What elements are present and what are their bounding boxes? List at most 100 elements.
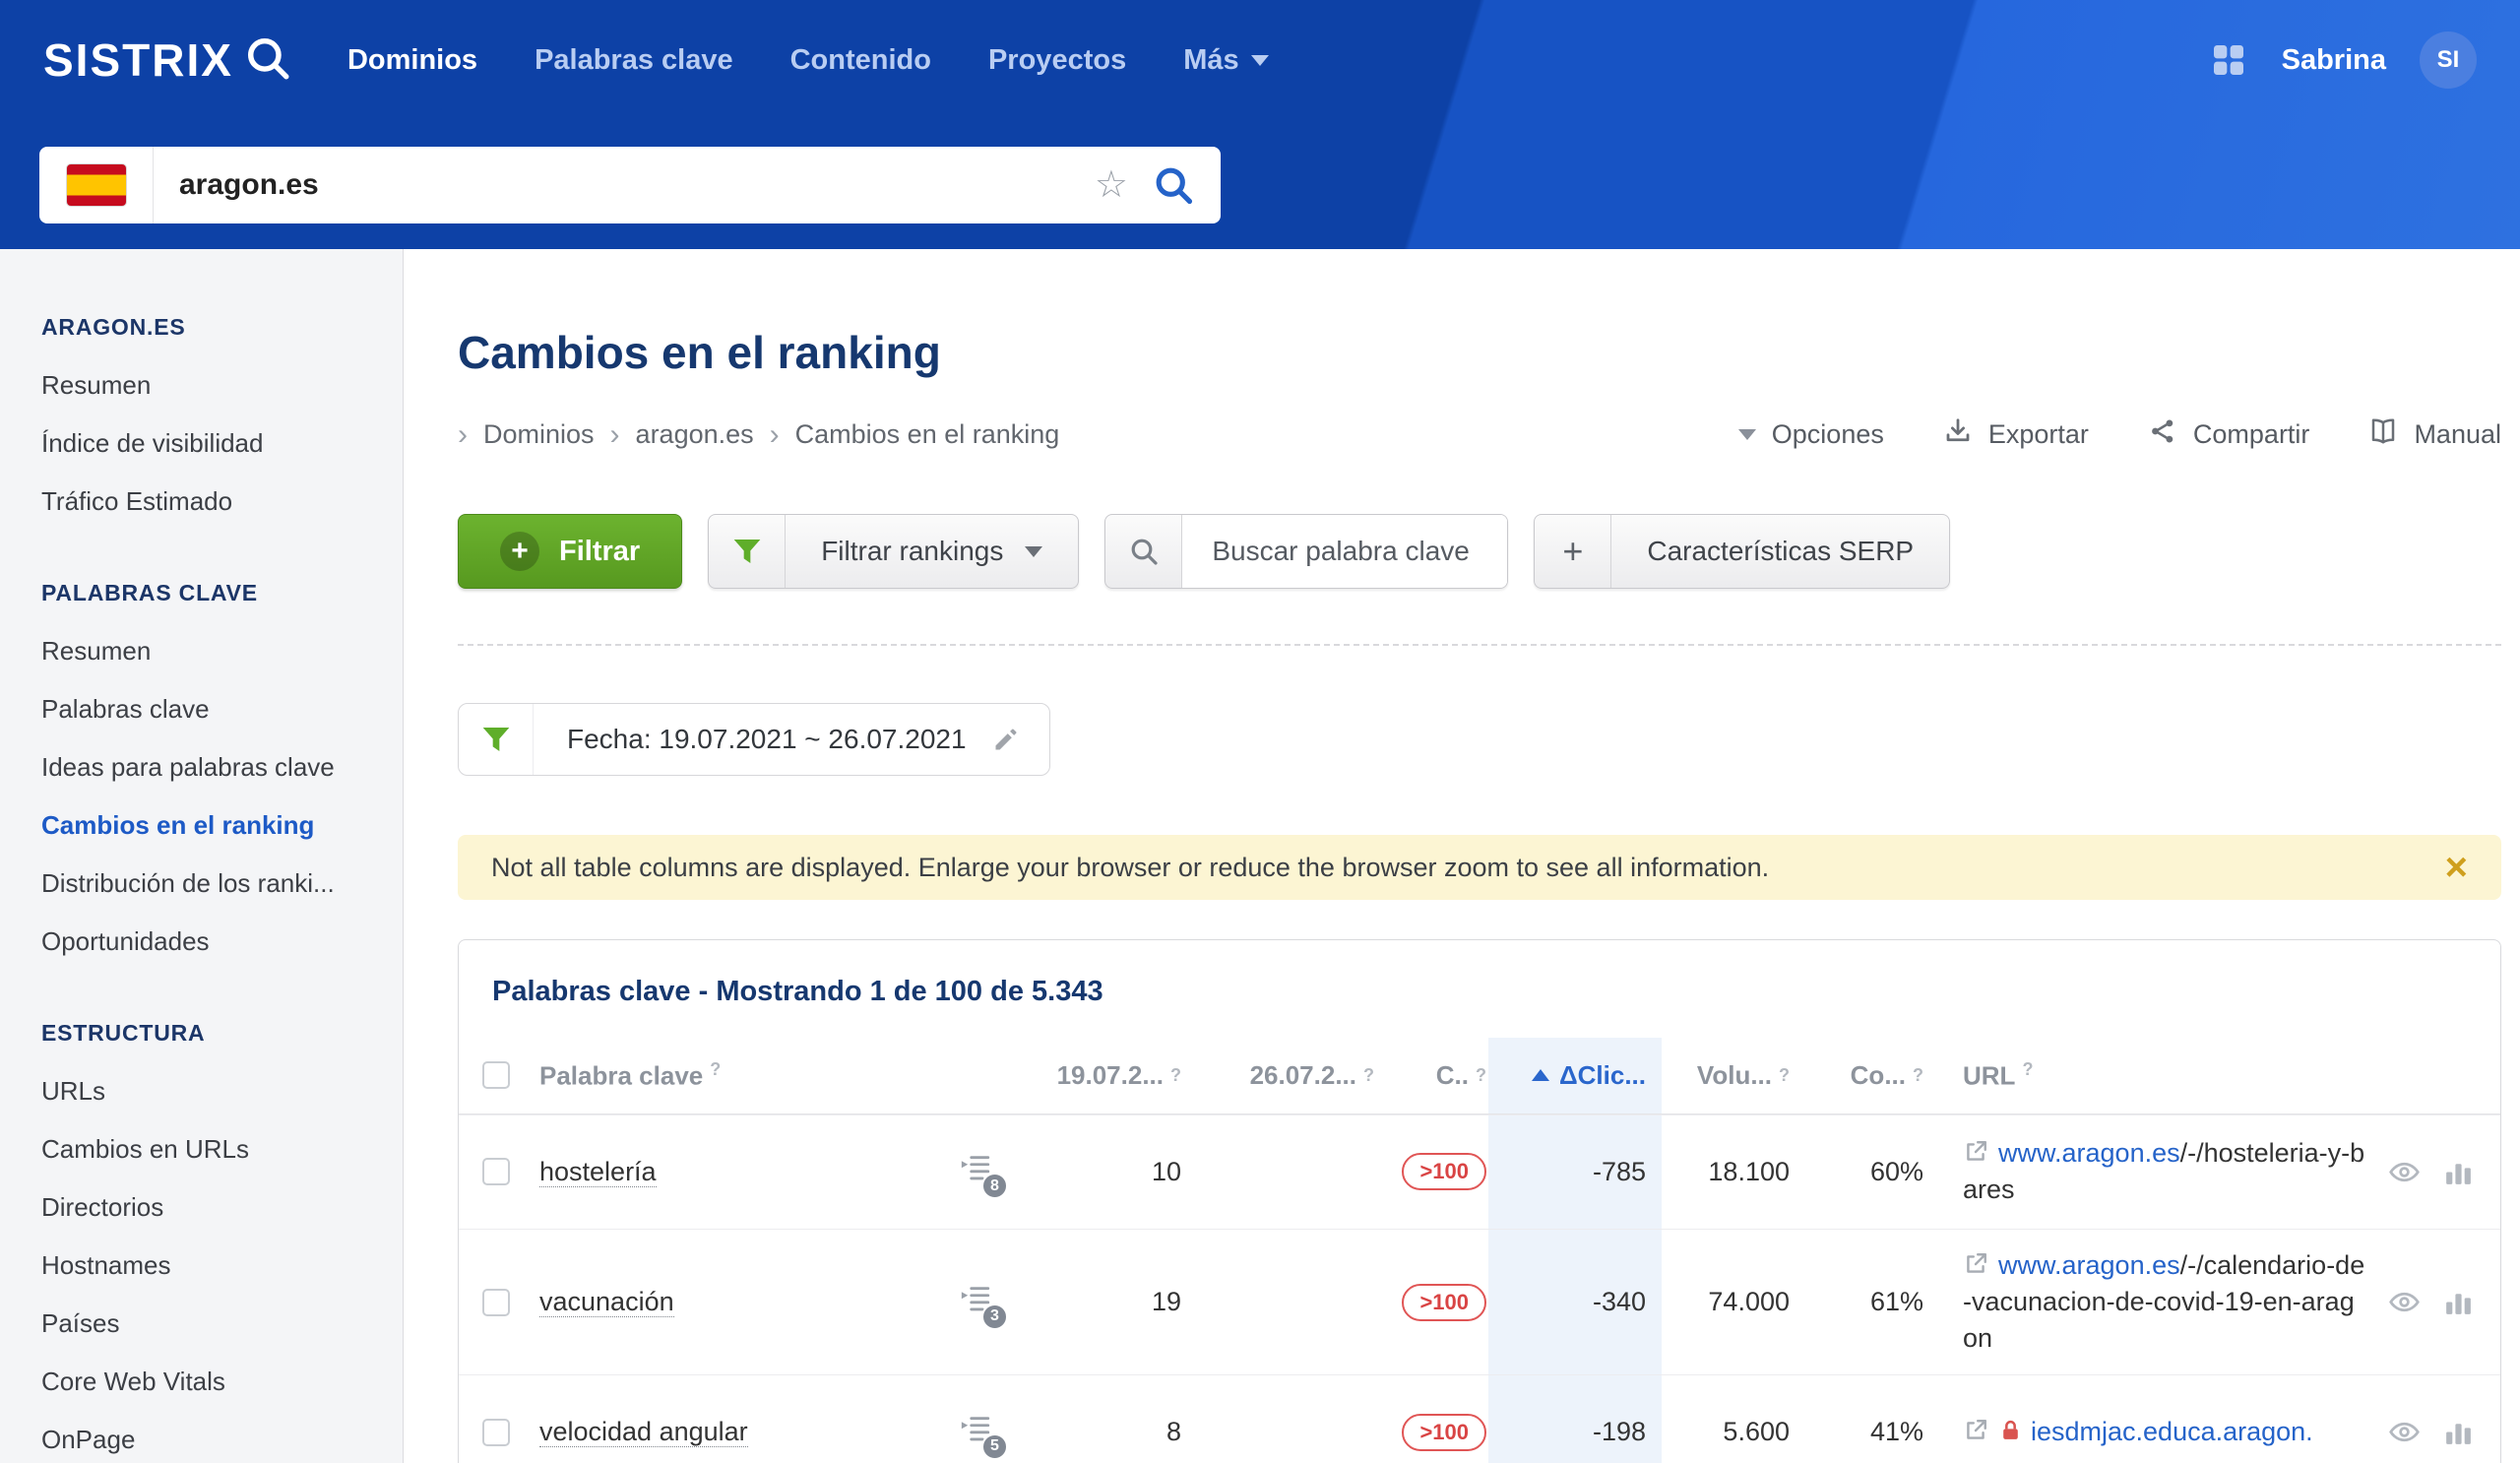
sidebar-item-resumen-dominio[interactable]: Resumen: [41, 370, 152, 400]
domain-search-row: ☆: [0, 120, 2520, 249]
url-domain-link[interactable]: www.aragon.es: [1998, 1137, 2180, 1168]
help-icon[interactable]: ?: [2022, 1059, 2034, 1079]
search-volume: 74.000: [1708, 1287, 1790, 1317]
search-icon: [1105, 515, 1183, 588]
help-icon[interactable]: ?: [710, 1059, 722, 1079]
change-pill: >100: [1402, 1413, 1486, 1451]
page-toolbar: Opciones Exportar Compartir: [1737, 416, 2501, 453]
sidebar-item-cambios-ranking[interactable]: Cambios en el ranking: [41, 810, 315, 840]
filter-rankings-dropdown[interactable]: Filtrar rankings: [708, 514, 1080, 589]
search-submit-icon[interactable]: [1152, 163, 1195, 207]
serp-snapshot-icon[interactable]: 8: [959, 1152, 1008, 1200]
spain-flag-icon: [65, 162, 127, 207]
sidebar-item-onpage[interactable]: OnPage: [41, 1425, 136, 1454]
sidebar-item-resumen-keywords[interactable]: Resumen: [41, 636, 152, 666]
sidebar-item-oportunidades[interactable]: Oportunidades: [41, 926, 210, 956]
eye-icon[interactable]: [2388, 1286, 2421, 1318]
sidebar-item-ideas-palabras-clave[interactable]: Ideas para palabras clave: [41, 752, 335, 782]
row-checkbox[interactable]: [482, 1288, 510, 1316]
sistrix-logo[interactable]: SISTRIX: [43, 33, 292, 88]
breadcrumb-dominios[interactable]: Dominios: [483, 419, 595, 449]
breadcrumb-domain[interactable]: aragon.es: [635, 419, 754, 449]
sidebar-item-paises[interactable]: Países: [41, 1308, 120, 1338]
options-button[interactable]: Opciones: [1737, 419, 1884, 450]
keyword-link[interactable]: vacunación: [539, 1287, 674, 1318]
nav-palabras-clave[interactable]: Palabras clave: [535, 43, 733, 76]
sidebar-item-palabras-clave[interactable]: Palabras clave: [41, 694, 210, 724]
help-icon[interactable]: ?: [1170, 1064, 1181, 1085]
external-link-icon: [1967, 1252, 1986, 1273]
sidebar-item-cambios-urls[interactable]: Cambios en URLs: [41, 1134, 249, 1164]
competition: 60%: [1869, 1156, 1923, 1186]
select-all-checkbox[interactable]: [482, 1061, 510, 1090]
nav-dominios[interactable]: Dominios: [346, 43, 478, 76]
competition: 41%: [1869, 1417, 1923, 1447]
sidebar-item-urls[interactable]: URLs: [41, 1076, 106, 1106]
col-header-url[interactable]: URL?: [1963, 1059, 2034, 1091]
sidebar-item-trafico-estimado[interactable]: Tráfico Estimado: [41, 486, 233, 516]
col-header-delta-clicks[interactable]: ΔClic...: [1488, 1038, 1662, 1113]
delta-clicks: -340: [1488, 1229, 1662, 1375]
url-domain-link[interactable]: iesdmjac.educa.aragon.: [2031, 1417, 2313, 1447]
top-navigation: SISTRIX Dominios Palabras clave Contenid…: [0, 0, 2520, 120]
eye-icon[interactable]: [2388, 1416, 2421, 1448]
help-icon[interactable]: ?: [1476, 1064, 1486, 1085]
url-cell: www.aragon.es/-/calendario-de-vacunacion…: [1949, 1230, 2376, 1375]
col-header-competition[interactable]: Co...?: [1850, 1059, 1923, 1090]
page-title: Cambios en el ranking: [458, 327, 941, 378]
keyword-link[interactable]: velocidad angular: [539, 1417, 748, 1448]
avatar[interactable]: SI: [2420, 32, 2477, 89]
edit-pencil-icon[interactable]: [992, 704, 1049, 775]
serp-count-badge: 3: [981, 1303, 1008, 1330]
row-checkbox[interactable]: [482, 1158, 510, 1186]
sidebar-item-directorios[interactable]: Directorios: [41, 1192, 164, 1222]
favorite-star-icon[interactable]: ☆: [1094, 163, 1128, 206]
url-path[interactable]: /-/calendario-de-vacunacion-de-covid-19-…: [1963, 1249, 2365, 1354]
nav-mas[interactable]: Más: [1183, 44, 1269, 77]
col-header-change[interactable]: C..?: [1435, 1059, 1486, 1090]
country-selector[interactable]: [39, 146, 154, 223]
help-icon[interactable]: ?: [1779, 1064, 1790, 1085]
filter-bar: + Filtrar Filtrar rankings: [458, 514, 2501, 589]
main-content: Cambios en el ranking › Dominios › arago…: [404, 326, 2520, 1463]
domain-search-input[interactable]: [154, 167, 1095, 202]
sidebar-item-distribucion-rankings[interactable]: Distribución de los ranki...: [41, 868, 335, 898]
col-header-volume[interactable]: Volu...?: [1696, 1059, 1790, 1090]
chart-icon[interactable]: [2442, 1156, 2475, 1188]
serp-snapshot-icon[interactable]: 3: [959, 1283, 1008, 1330]
sidebar-item-core-web-vitals[interactable]: Core Web Vitals: [41, 1367, 225, 1396]
serp-features-button[interactable]: + Características SERP: [1534, 514, 1951, 589]
serp-snapshot-icon[interactable]: 5: [959, 1413, 1008, 1460]
sidebar-item-indice-visibilidad[interactable]: Índice de visibilidad: [41, 428, 264, 458]
url-cell: www.aragon.es/-/hosteleria-y-bares: [1949, 1117, 2376, 1227]
main-nav: Dominios Palabras clave Contenido Proyec…: [347, 44, 1269, 77]
share-button[interactable]: Compartir: [2148, 416, 2309, 453]
eye-icon[interactable]: [2388, 1156, 2421, 1188]
filter-button[interactable]: + Filtrar: [458, 514, 683, 589]
keyword-search-input[interactable]: [1182, 536, 1508, 567]
apps-grid-icon[interactable]: [2209, 40, 2248, 80]
nav-contenido[interactable]: Contenido: [789, 43, 931, 76]
close-icon[interactable]: ×: [2444, 846, 2468, 889]
sidebar-section-estructura: ESTRUCTURA: [41, 1020, 206, 1046]
sidebar-item-hostnames[interactable]: Hostnames: [41, 1250, 171, 1280]
help-icon[interactable]: ?: [1363, 1064, 1374, 1085]
row-checkbox[interactable]: [482, 1418, 510, 1446]
help-icon[interactable]: ?: [1913, 1064, 1923, 1085]
domain-search-bar: ☆: [39, 146, 1221, 223]
chart-icon[interactable]: [2442, 1416, 2475, 1448]
chart-icon[interactable]: [2442, 1286, 2475, 1318]
manual-button[interactable]: Manual: [2368, 416, 2501, 453]
nav-proyectos[interactable]: Proyectos: [987, 43, 1127, 76]
col-header-date-new[interactable]: 26.07.2...?: [1249, 1059, 1374, 1090]
col-header-keyword[interactable]: Palabra clave?: [539, 1059, 722, 1091]
date-filter-chip[interactable]: Fecha: 19.07.2021 ~ 26.07.2021: [458, 703, 1050, 776]
keywords-table-card: Palabras clave - Mostrando 1 de 100 de 5…: [458, 939, 2501, 1463]
col-header-date-old[interactable]: 19.07.2...?: [1056, 1059, 1181, 1090]
keyword-link[interactable]: hostelería: [539, 1156, 657, 1187]
breadcrumb: › Dominios › aragon.es › Cambios en el r…: [458, 419, 1059, 450]
url-path[interactable]: /-/hosteleria-y-bares: [1963, 1137, 2365, 1205]
export-button[interactable]: Exportar: [1943, 416, 2089, 453]
url-domain-link[interactable]: www.aragon.es: [1998, 1249, 2180, 1280]
